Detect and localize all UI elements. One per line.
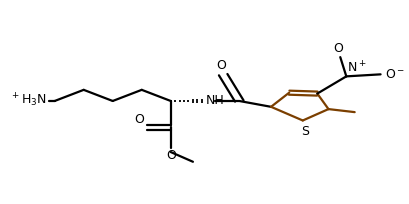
Text: N$^+$: N$^+$ — [346, 60, 366, 75]
Text: $^+$H$_3$N: $^+$H$_3$N — [10, 91, 47, 109]
Text: O$^-$: O$^-$ — [384, 68, 404, 81]
Text: O: O — [333, 42, 342, 55]
Text: NH: NH — [205, 94, 224, 108]
Text: O: O — [134, 113, 144, 126]
Text: O: O — [165, 149, 175, 162]
Text: S: S — [300, 124, 308, 137]
Text: O: O — [216, 59, 225, 72]
